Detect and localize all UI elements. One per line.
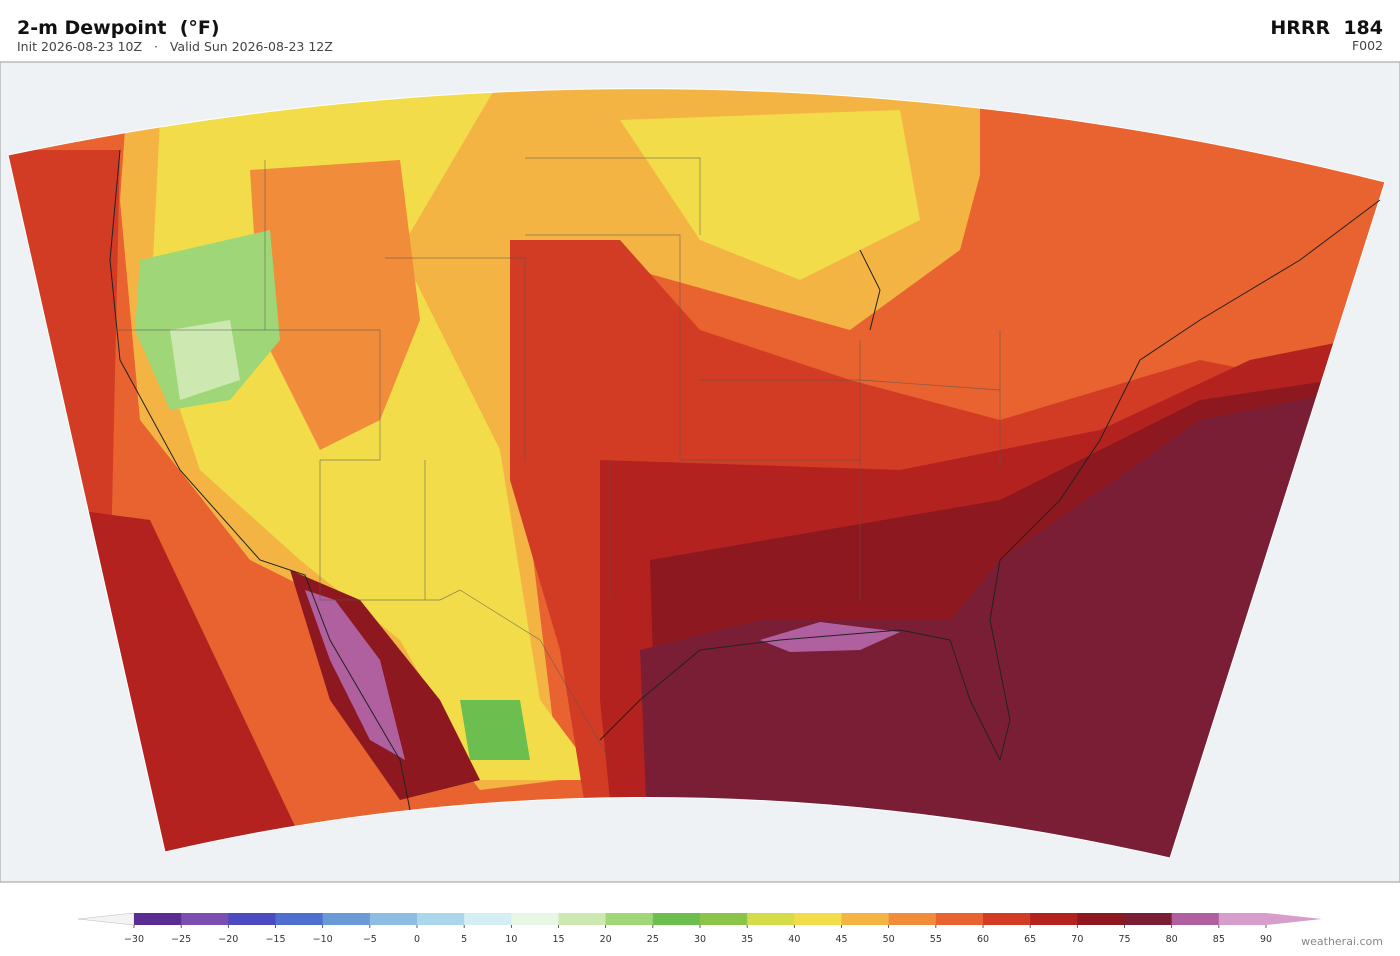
colorbar-swatch [369, 913, 418, 925]
colorbar-swatch [1030, 913, 1078, 925]
colorbar-swatch [417, 913, 465, 925]
colorbar-swatch [1124, 913, 1173, 925]
coastlines [109, 149, 1381, 811]
colorbar: −30 −25 −20 −15 −10 −5 0 5 10 15 20 25 30 35 40 45 50 55 6… [77, 912, 1322, 945]
colorbar-tick-label: 90 [1260, 934, 1272, 945]
map [0, 61, 1400, 883]
colorbar-swatch [511, 913, 559, 925]
colorbar-tick-label: 65 [1024, 934, 1036, 945]
colorbar-swatch [935, 913, 984, 925]
colorbar-tick-label: 40 [788, 934, 800, 945]
colorbar-tick-label: −25 [171, 934, 191, 945]
colorbar-swatch [983, 913, 1031, 925]
colorbar-swatch [1218, 913, 1267, 925]
colorbar-swatch [700, 913, 748, 925]
colorbar-tick-label: 75 [1118, 934, 1130, 945]
colorbar-tick-label: 50 [883, 934, 895, 945]
colorbar-tick-label: 5 [461, 934, 467, 945]
colorbar-tick-label: 70 [1071, 934, 1083, 945]
colorbar-tick-label: 20 [600, 934, 612, 945]
colorbar-swatch [652, 913, 701, 925]
frame-label: F002 [1352, 38, 1383, 53]
colorbar-tick-label: 25 [647, 934, 659, 945]
colorbar-tick-label: −30 [124, 934, 144, 945]
colorbar-tick-label: 55 [930, 934, 942, 945]
title: 2-m Dewpoint (°F) [17, 17, 220, 39]
dewpoint-field [8, 88, 1385, 859]
colorbar-under [77, 912, 135, 926]
colorbar-swatch [747, 913, 795, 925]
subtitle: Init 2026-08-23 10Z · Valid Sun 2026-08-… [17, 39, 333, 54]
colorbar-swatch [228, 913, 276, 925]
colorbar-tick-label: 35 [741, 934, 753, 945]
colorbar-tick-label: −10 [313, 934, 333, 945]
colorbar-tick-label: 15 [552, 934, 564, 945]
colorbar-tick-label: 80 [1166, 934, 1178, 945]
colorbar-swatch [1171, 913, 1220, 925]
colorbar-tick-label: −15 [265, 934, 285, 945]
colorbar-tick-label: 10 [505, 934, 517, 945]
colorbar-swatch [605, 913, 654, 925]
colorbar-tick-label: −20 [218, 934, 238, 945]
colorbar-swatch [558, 913, 607, 925]
colorbar-swatch [464, 913, 512, 925]
colorbar-swatch [275, 913, 324, 925]
colorbar-tick-label: 60 [977, 934, 989, 945]
colorbar-tick-label: −5 [363, 934, 377, 945]
colorbar-over [1266, 913, 1322, 925]
watermark: weatherai.com [1301, 935, 1383, 948]
colorbar-swatch [794, 913, 842, 925]
colorbar-tick-label: 0 [414, 934, 420, 945]
colorbar-swatch [134, 913, 182, 925]
state-borders [115, 157, 1001, 761]
colorbar-tick-label: 30 [694, 934, 706, 945]
colorbar-tick-label: 45 [835, 934, 847, 945]
colorbar-tick-label: 85 [1213, 934, 1225, 945]
colorbar-swatch [322, 913, 371, 925]
colorbar-swatch [181, 913, 229, 925]
colorbar-swatch [1077, 913, 1125, 925]
colorbar-swatch [888, 913, 937, 925]
colorbar-swatch [841, 913, 890, 925]
model-label: HRRR 184 [1270, 17, 1383, 39]
